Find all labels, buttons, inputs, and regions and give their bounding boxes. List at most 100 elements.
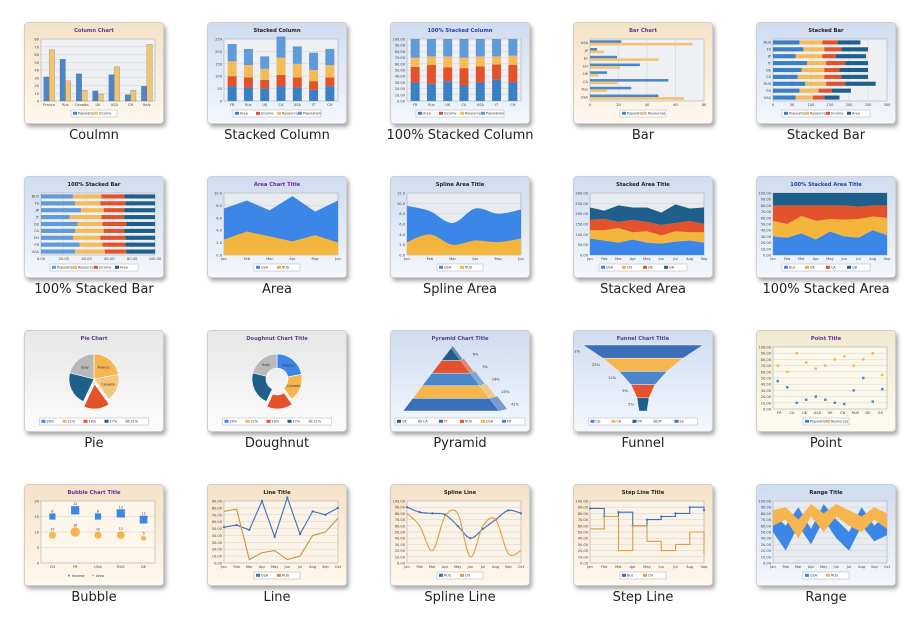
- chart-caption[interactable]: Stacked Bar: [786, 128, 866, 143]
- y-tick-label: 60.00: [395, 524, 406, 528]
- chart-svg: Stacked Column 0 50 100 150 200 250 FR Rus UK CA US…: [208, 23, 346, 123]
- gallery-item[interactable]: Point Title 0.00 10.00 20.00 30.00 40.00 50.00…: [756, 330, 896, 462]
- y-tick-label: 90.00: [578, 506, 589, 510]
- gallery-item[interactable]: Stacked Bar 0 50 100 150 200 250 300 BUS FS JP IT DE…: [756, 22, 896, 154]
- x-category-label: Mar: [615, 565, 622, 569]
- gallery-item[interactable]: Spline Line 0.00 10.00 20.00 30.00 40.00 50.00…: [390, 484, 530, 616]
- chart-caption[interactable]: Point: [809, 436, 843, 451]
- stacked-bar-segment: [260, 68, 270, 80]
- gallery-item[interactable]: Pie Chart France Canada Italy 26% 22% 18% 17% 21…: [24, 330, 164, 462]
- gallery-item[interactable]: Line Title 0.00 10.00 20.00 30.00 40.00 50.00 6…: [207, 484, 347, 616]
- stacked-bar-segment: [845, 81, 876, 86]
- chart-thumbnail[interactable]: Area Chart Title 0.0 2.0 4.0 6.0 8.0 10.0 Jan Fe…: [207, 176, 347, 278]
- chart-caption[interactable]: Range: [805, 590, 847, 605]
- chart-caption[interactable]: Spline Area: [422, 282, 497, 297]
- stacked-bar-segment: [41, 228, 76, 233]
- chart-thumbnail[interactable]: Point Title 0.00 10.00 20.00 30.00 40.00 50.00…: [756, 330, 896, 432]
- x-category-label: USA: [111, 103, 119, 107]
- line-series: [406, 506, 522, 539]
- bar-mark: [590, 79, 669, 82]
- chart-thumbnail[interactable]: 100% Stacked Bar 0.00 20.00 40.00 60.00 80.00…: [24, 176, 164, 278]
- line-series: [223, 508, 339, 561]
- chart-thumbnail[interactable]: Line Title 0.00 10.00 20.00 30.00 40.00 50.00 6…: [207, 484, 347, 586]
- gallery-item[interactable]: Area Chart Title 0.0 2.0 4.0 6.0 8.0 10.0 Jan Fe…: [207, 176, 347, 308]
- chart-caption[interactable]: Step Line: [612, 590, 674, 605]
- gallery-item[interactable]: Bar Chart 0 20 40 60 80 USA JP Ec CH UK CA Rus USA Pop…: [573, 22, 713, 154]
- legend-label: RUS: [465, 420, 472, 424]
- stacked-bar-segment: [292, 46, 302, 64]
- x-tick-label: 60.00: [104, 257, 115, 261]
- gallery-item[interactable]: 100% Stacked Area Title 0.00 10.00 20.00 30.…: [756, 176, 896, 308]
- point-mark: [881, 373, 884, 377]
- y-tick-label: 90.00: [395, 506, 406, 510]
- gallery-item[interactable]: Column Chart 0 10 20 30 40 50 60 70 80 France Rus Ca…: [24, 22, 164, 154]
- legend-swatch: [590, 419, 595, 423]
- chart-caption[interactable]: Stacked Area: [600, 282, 686, 297]
- chart-caption[interactable]: Line: [263, 590, 291, 605]
- chart-thumbnail[interactable]: Stacked Area Title 0.00 50.00 100.00 150.00 2…: [573, 176, 713, 278]
- chart-caption[interactable]: 100% Stacked Bar: [34, 282, 154, 297]
- stacked-bar-segment: [77, 221, 103, 227]
- stacked-bar-segment: [508, 82, 518, 101]
- chart-thumbnail[interactable]: Doughnut Chart Title France Canada Italy 26%…: [207, 330, 347, 432]
- y-tick-label: 70.00: [395, 518, 406, 522]
- chart-thumbnail[interactable]: Pyramid Chart Title 6% 3% 16% 23% 42% UK CA IT RU…: [390, 330, 530, 432]
- chart-thumbnail[interactable]: Bar Chart 0 20 40 60 80 USA JP Ec CH UK CA Rus USA Pop…: [573, 22, 713, 124]
- chart-caption[interactable]: Bar: [631, 128, 655, 143]
- chart-svg: 100% Stacked Bar 0.00 20.00 40.00 60.00 80.00…: [25, 177, 163, 277]
- gallery-item[interactable]: Stacked Column 0 50 100 150 200 250 FR Rus UK CA US…: [207, 22, 347, 154]
- y-tick-label: 4.0: [399, 233, 405, 237]
- gallery-item[interactable]: Range Title 0.00 10.00 20.00 30.00 40.00 50.00…: [756, 484, 896, 616]
- y-tick-label: 0.00: [763, 562, 772, 566]
- y-category-label: FR: [34, 243, 39, 247]
- y-tick-label: 10.00: [761, 401, 772, 405]
- y-tick-label: 10.00: [761, 555, 772, 559]
- y-tick-label: 200.00: [575, 212, 588, 216]
- chart-thumbnail[interactable]: Funnel Chart Title 42% 25% 11% 9% 5% CH CA FR JP E…: [573, 330, 713, 432]
- gallery-item[interactable]: 100% Stacked Bar 0.00 20.00 40.00 60.00 80.00…: [24, 176, 164, 308]
- gallery-item[interactable]: Pyramid Chart Title 6% 3% 16% 23% 42% UK CA IT RU…: [390, 330, 530, 462]
- chart-caption[interactable]: Spline Line: [424, 590, 496, 605]
- chart-caption[interactable]: 100% Stacked Area: [762, 282, 890, 297]
- chart-thumbnail[interactable]: Stacked Bar 0 50 100 150 200 250 300 BUS FS JP IT DE…: [756, 22, 896, 124]
- level-label: 11%: [608, 376, 617, 380]
- gallery-item[interactable]: Step Line Title 0.00 10.00 20.00 30.00 40.00 5…: [573, 484, 713, 616]
- chart-caption[interactable]: Stacked Column: [224, 128, 330, 143]
- chart-caption[interactable]: Funnel: [621, 436, 665, 451]
- chart-thumbnail[interactable]: Step Line Title 0.00 10.00 20.00 30.00 40.00 5…: [573, 484, 713, 586]
- stacked-bar-segment: [325, 48, 335, 66]
- gallery-item[interactable]: Stacked Area Title 0.00 50.00 100.00 150.00 2…: [573, 176, 713, 308]
- chart-caption[interactable]: Coulmn: [69, 128, 119, 143]
- chart-caption[interactable]: Area: [262, 282, 292, 297]
- chart-thumbnail[interactable]: Column Chart 0 10 20 30 40 50 60 70 80 France Rus Ca…: [24, 22, 164, 124]
- chart-caption[interactable]: Doughnut: [244, 436, 310, 451]
- chart-caption[interactable]: Pie: [84, 436, 104, 451]
- legend-swatch: [826, 265, 830, 269]
- bar-mark: [590, 94, 659, 98]
- chart-caption[interactable]: Bubble: [71, 590, 117, 605]
- bar-mark: [59, 59, 66, 102]
- chart-thumbnail[interactable]: Bubble Chart Title 0 5 10 15 20 CN FR USA RUS DE 8 1…: [24, 484, 164, 586]
- chart-thumbnail[interactable]: Spline Area Title 0.0 2.0 4.0 6.0 8.0 10.0 12.0…: [390, 176, 530, 278]
- chart-thumbnail[interactable]: Pie Chart France Canada Italy 26% 22% 18% 17% 21…: [24, 330, 164, 432]
- legend-swatch: [266, 419, 271, 423]
- x-category-label: CA: [462, 103, 468, 107]
- chart-thumbnail[interactable]: 100% Stacked Column 0.00 10.00 20.00 30.00 40…: [390, 22, 530, 124]
- chart-title: Stacked Bar: [808, 28, 844, 34]
- stacked-bar-segment: [227, 43, 237, 62]
- gallery-item[interactable]: Doughnut Chart Title France Canada Italy 26%…: [207, 330, 347, 462]
- gallery-item[interactable]: Bubble Chart Title 0 5 10 15 20 CN FR USA RUS DE 8 1…: [24, 484, 164, 616]
- y-tick-label: 2.0: [399, 243, 405, 247]
- chart-thumbnail[interactable]: 100% Stacked Area Title 0.00 10.00 20.00 30.…: [756, 176, 896, 278]
- chart-thumbnail[interactable]: Stacked Column 0 50 100 150 200 250 FR Rus UK CA US…: [207, 22, 347, 124]
- chart-thumbnail[interactable]: Range Title 0.00 10.00 20.00 30.00 40.00 50.00…: [756, 484, 896, 586]
- gallery-item[interactable]: 100% Stacked Column 0.00 10.00 20.00 30.00 40…: [387, 22, 534, 154]
- legend-swatch: [784, 111, 788, 115]
- chart-caption[interactable]: Pyramid: [433, 436, 487, 451]
- gallery-item[interactable]: Funnel Chart Title 42% 25% 11% 9% 5% CH CA FR JP E…: [573, 330, 713, 462]
- chart-thumbnail[interactable]: Spline Line 0.00 10.00 20.00 30.00 40.00 50.00…: [390, 484, 530, 586]
- legend-box: [588, 417, 698, 426]
- line-marker: [405, 506, 409, 509]
- gallery-item[interactable]: Spline Area Title 0.0 2.0 4.0 6.0 8.0 10.0 12.0…: [390, 176, 530, 308]
- chart-caption[interactable]: 100% Stacked Column: [386, 128, 534, 143]
